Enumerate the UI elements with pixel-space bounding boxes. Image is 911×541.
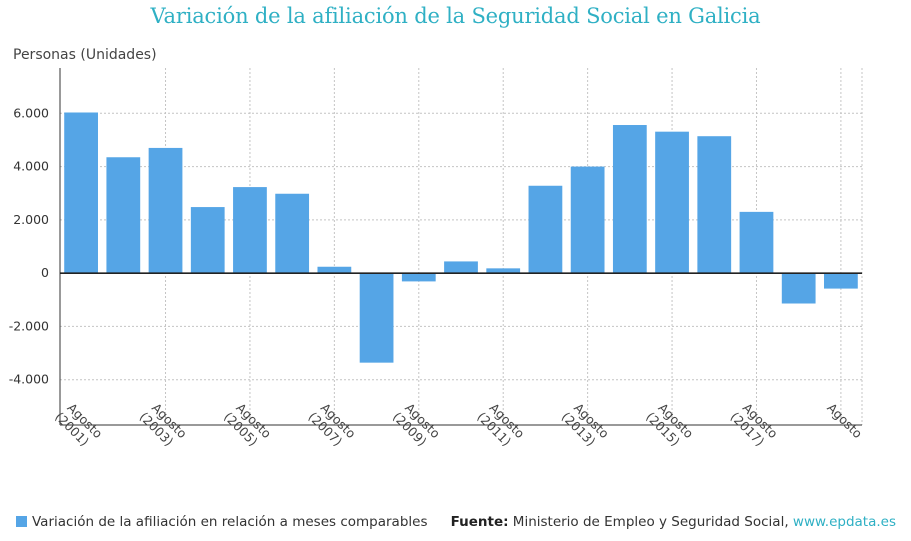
y-tick-labels: 6.000 4.000 2.000 0 -2.000 -4.000 — [9, 105, 49, 386]
x-tick-label: Agosto(2011) — [474, 400, 527, 449]
bar[interactable]: Agosto (2004): 2480 — [190, 207, 225, 274]
bar[interactable]: Agosto (2001): 6030 — [64, 112, 98, 274]
bar[interactable]: Agosto (2003): 4700 — [148, 147, 183, 274]
y-tick-label: 0 — [41, 265, 49, 280]
bar[interactable]: Agosto (2006): 2980 — [275, 193, 310, 274]
y-tick-label: -4.000 — [9, 372, 49, 387]
legend-swatch — [16, 516, 27, 527]
bar[interactable]: Agosto (2007): 240 — [317, 266, 352, 274]
bar[interactable]: Agosto (2017): 2300 — [739, 211, 774, 274]
y-tick-label: 2.000 — [13, 212, 49, 227]
axes — [59, 68, 862, 426]
x-tick-label: Agosto(2007) — [305, 400, 358, 449]
bar[interactable]: Agosto (2005): 3230 — [233, 187, 267, 274]
x-tick-label: Agosto(2003) — [137, 400, 190, 449]
y-tick-label: 6.000 — [13, 105, 49, 120]
y-tick-label: 4.000 — [13, 159, 49, 174]
x-tick-label: Agosto(2009) — [390, 400, 443, 449]
source-credit: Fuente: Ministerio de Empleo y Seguridad… — [451, 514, 896, 530]
bar[interactable]: Agosto (2002): 4350 — [106, 157, 141, 274]
legend[interactable]: Variación de la afiliación en relación a… — [16, 514, 427, 530]
chart-title: Variación de la afiliación de la Segurid… — [150, 4, 761, 28]
bar-chart: Agosto (2001): 6030Agosto (2002): 4350Ag… — [9, 68, 865, 449]
bar[interactable]: Agosto (2012): 3280 — [528, 185, 563, 274]
bar[interactable]: Agosto (2009): -310 — [401, 273, 436, 282]
bars: Agosto (2001): 6030Agosto (2002): 4350Ag… — [64, 112, 858, 363]
bar[interactable]: Agosto (2019): -580 — [824, 273, 858, 289]
source-text: Ministerio de Empleo y Seguridad Social, — [508, 514, 793, 530]
source-link[interactable]: www.epdata.es — [792, 514, 896, 530]
bar[interactable]: Agosto (2015): 5310 — [655, 131, 689, 274]
source-label: Fuente: — [450, 514, 509, 530]
y-axis-label: Personas (Unidades) — [13, 47, 157, 63]
bar[interactable]: Agosto (2010): 440 — [444, 261, 478, 274]
bar[interactable]: Agosto (2018): -1140 — [781, 273, 816, 304]
x-tick-label: Agosto(2017) — [728, 400, 781, 449]
legend-label: Variación de la afiliación en relación a… — [32, 514, 428, 530]
y-tick-label: -2.000 — [9, 318, 49, 333]
x-tick-label: Agosto(2015) — [643, 400, 696, 449]
bar[interactable]: Agosto (2013): 4000 — [570, 166, 605, 274]
grid-lines — [60, 68, 863, 425]
bar[interactable]: Agosto (2008): -3360 — [359, 273, 394, 363]
x-tick-label-line1: Agosto — [824, 400, 865, 441]
bar[interactable]: Agosto (2014): 5560 — [612, 125, 647, 274]
x-tick-label: Agosto(2013) — [559, 400, 612, 449]
bar[interactable]: Agosto (2011): 180 — [486, 268, 521, 274]
x-tick-label: Agosto — [824, 400, 865, 441]
bar[interactable]: Agosto (2016): 5140 — [697, 136, 732, 274]
x-tick-label: Agosto(2005) — [221, 400, 274, 449]
